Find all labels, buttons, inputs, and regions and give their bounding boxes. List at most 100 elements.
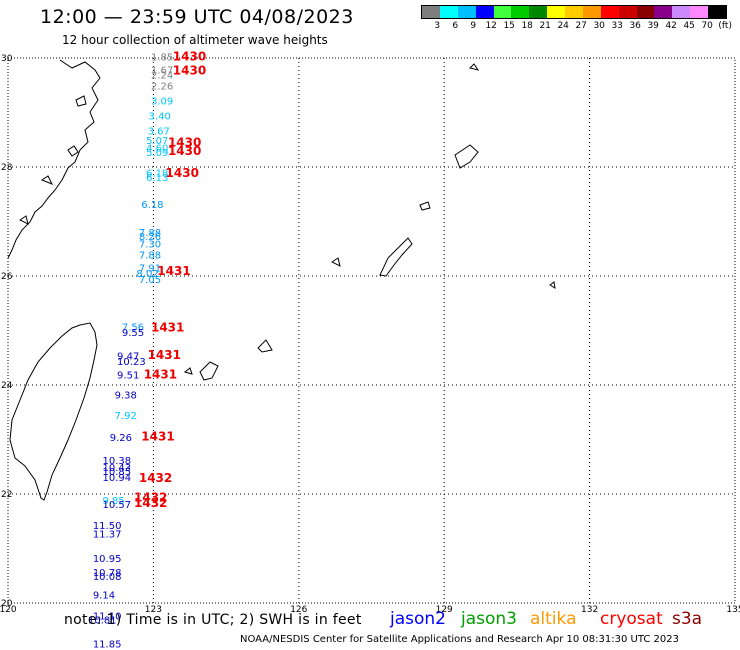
swh-value: 11.50 xyxy=(93,521,122,532)
china-islands xyxy=(19,95,87,225)
legend-label: 9 xyxy=(470,21,477,31)
legend-swatch xyxy=(511,6,530,18)
lat-label: 28 xyxy=(1,163,13,173)
legend-label: 15 xyxy=(503,21,515,31)
time-label: 1432 xyxy=(134,496,167,510)
lon-label: 129 xyxy=(436,605,453,615)
satellite-name: cryosat xyxy=(600,609,663,629)
legend-label: 39 xyxy=(647,21,659,31)
legend-label: 24 xyxy=(557,21,569,31)
swh-value: 2.24 xyxy=(151,71,173,82)
swh-value: 3.67 xyxy=(148,126,170,137)
legend-label: 18 xyxy=(521,21,533,31)
swh-value: 5.07 xyxy=(146,136,168,147)
swh-value: 9.85 xyxy=(103,496,125,507)
swh-value: 10.95 xyxy=(93,554,122,565)
time-label: 1431 xyxy=(141,430,174,444)
swh-value: 10.57 xyxy=(103,500,132,511)
legend-label: 36 xyxy=(629,21,641,31)
swh-value: 11.10 xyxy=(93,611,122,622)
swh-value: 10.81 xyxy=(88,616,117,627)
coastlines xyxy=(7,59,556,501)
wave-height-values: 1.851.672.242.26 3.09 3.40 3.675.074.605.09… xyxy=(88,53,173,650)
legend-swatch xyxy=(422,6,440,18)
lon-label: 120 xyxy=(0,605,17,615)
swh-value: 11.37 xyxy=(93,530,122,541)
color-scale-labels: 3 6 9 12 15 18 21 24 27 30 33 36 39 42 45 70 (ft) xyxy=(421,21,732,33)
legend-label: 27 xyxy=(575,21,587,31)
legend-swatch xyxy=(493,6,512,18)
lat-label: 30 xyxy=(1,54,13,64)
swh-value: 6.18 xyxy=(141,200,163,211)
swh-value: 9.26 xyxy=(110,433,132,444)
satellite-name: jason3 xyxy=(461,609,517,629)
time-label: 1432 xyxy=(134,491,167,505)
time-label: 1430 xyxy=(173,50,206,64)
legend-swatch xyxy=(582,6,601,18)
legend-swatch xyxy=(690,6,708,18)
china-coastline xyxy=(7,59,101,259)
lon-label: 135 xyxy=(726,605,740,615)
swh-value: 4.60 xyxy=(146,144,168,155)
swh-value: 8.26 xyxy=(139,232,161,243)
swh-value: 6.13 xyxy=(146,173,168,184)
legend-label: 12 xyxy=(485,21,497,31)
legend-swatch xyxy=(529,6,548,18)
legend-swatch xyxy=(654,6,673,18)
swh-value: 5.09 xyxy=(146,148,168,159)
time-label: 1431 xyxy=(151,321,184,335)
satellite-name: s3a xyxy=(672,609,703,629)
kerama-islet xyxy=(331,257,341,267)
swh-value: 10.78 xyxy=(93,568,122,579)
okinoerabu-islet xyxy=(419,201,431,211)
lat-label: 26 xyxy=(1,272,13,282)
lon-label: 126 xyxy=(290,605,307,615)
time-label: 1431 xyxy=(157,264,190,278)
legend-swatch xyxy=(600,6,619,18)
latitude-labels: 30 28 26 24 22 20 xyxy=(1,54,13,609)
map-subtitle: 12 hour collection of altimeter wave hei… xyxy=(62,33,328,47)
footnote: note: 1) Time is in UTC; 2) SWH is in fe… xyxy=(64,612,362,628)
legend-swatch xyxy=(618,6,637,18)
legend-swatch xyxy=(547,6,565,18)
time-label: 1431 xyxy=(148,348,181,362)
swh-value: 7.05 xyxy=(139,275,161,286)
swh-value: 7.88 xyxy=(139,251,161,262)
legend-label: 70 xyxy=(701,21,713,31)
okinawa-island xyxy=(379,237,413,277)
time-label: 1430 xyxy=(168,144,201,158)
lon-label: 123 xyxy=(145,605,162,615)
swh-value: 9.51 xyxy=(117,370,139,381)
legend-label: 30 xyxy=(593,21,605,31)
swh-value: 9.55 xyxy=(122,328,144,339)
credit-line: NOAA/NESDIS Center for Satellite Applica… xyxy=(240,634,679,645)
legend-swatch xyxy=(636,6,655,18)
swh-value: 10.08 xyxy=(93,572,122,583)
lat-lon-grid xyxy=(7,57,736,604)
map-title: 12:00 — 23:59 UTC 04/08/2023 xyxy=(40,6,354,28)
legend-swatch xyxy=(565,6,583,18)
time-label: 1432 xyxy=(139,471,172,485)
legend-label: 42 xyxy=(665,21,677,31)
swh-value: 1.85 xyxy=(151,53,173,64)
swh-value: 3.09 xyxy=(151,96,173,107)
swh-value: 9.38 xyxy=(115,391,137,402)
satellite-name: jason2 xyxy=(390,609,446,629)
swh-value: 10.85 xyxy=(103,467,132,478)
legend-label: 6 xyxy=(452,21,459,31)
yonaguni-islet xyxy=(183,367,193,375)
swh-value: 1.67 xyxy=(151,65,173,76)
miyako-island xyxy=(257,339,273,353)
time-label: 1430 xyxy=(173,63,206,77)
legend-swatch xyxy=(439,6,458,18)
legend-swatch xyxy=(457,6,476,18)
swh-value: 8.02 xyxy=(136,269,158,280)
observation-time-labels: 1430143014301430143014311431143114311431… xyxy=(134,50,206,510)
legend-swatch xyxy=(708,6,726,18)
tokara-islet xyxy=(469,63,480,71)
daito-islet xyxy=(549,281,556,289)
swh-value: 6.18 xyxy=(146,168,168,179)
satellite-name: altika xyxy=(530,609,577,629)
swh-value: 2.26 xyxy=(151,82,173,93)
